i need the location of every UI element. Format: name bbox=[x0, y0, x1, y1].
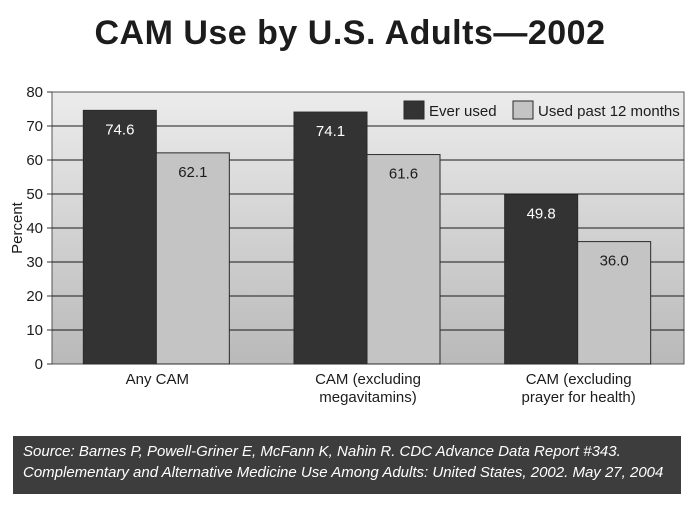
x-tick-label: Any CAM bbox=[126, 371, 189, 388]
legend-swatch bbox=[403, 100, 425, 120]
data-label: 36.0 bbox=[600, 253, 629, 270]
data-label: 62.1 bbox=[178, 164, 207, 181]
source-line-2: Complementary and Alternative Medicine U… bbox=[23, 464, 664, 481]
data-label: 61.6 bbox=[389, 166, 418, 183]
y-tick-label: 60 bbox=[26, 152, 43, 169]
bar bbox=[504, 194, 579, 365]
bar bbox=[293, 111, 368, 365]
data-label: 74.6 bbox=[105, 121, 134, 138]
y-tick-label: 80 bbox=[26, 84, 43, 101]
legend-label: Used past 12 months bbox=[538, 103, 680, 120]
x-tick-label: prayer for health) bbox=[522, 389, 636, 406]
x-tick-label: CAM (excluding bbox=[315, 371, 421, 388]
legend-label: Ever used bbox=[429, 103, 497, 120]
bar bbox=[82, 109, 157, 365]
legend-swatch bbox=[512, 100, 534, 120]
data-label: 49.8 bbox=[527, 206, 556, 223]
y-tick-label: 50 bbox=[26, 186, 43, 203]
source-note: Source: Barnes P, Powell-Griner E, McFan… bbox=[13, 436, 681, 494]
y-tick-label: 20 bbox=[26, 288, 43, 305]
y-axis-label: Percent bbox=[9, 201, 26, 254]
bar bbox=[366, 154, 441, 365]
chart-title: CAM Use by U.S. Adults—2002 bbox=[94, 14, 606, 52]
y-tick-label: 70 bbox=[26, 118, 43, 135]
x-tick-label: CAM (excluding bbox=[526, 371, 632, 388]
y-tick-label: 40 bbox=[26, 220, 43, 237]
bar bbox=[155, 152, 230, 365]
y-tick-label: 30 bbox=[26, 254, 43, 271]
x-tick-label: megavitamins) bbox=[319, 389, 417, 406]
bar-chart: 74.6 74.1 49.8 62.1 61.6 36.0 0 10 20 30 40 50 60 70… bbox=[9, 84, 685, 406]
source-line-1: Source: Barnes P, Powell-Griner E, McFan… bbox=[23, 443, 621, 460]
data-label: 74.1 bbox=[316, 123, 345, 140]
bar bbox=[577, 241, 652, 365]
y-tick-label: 10 bbox=[26, 322, 43, 339]
y-tick-label: 0 bbox=[35, 356, 43, 373]
